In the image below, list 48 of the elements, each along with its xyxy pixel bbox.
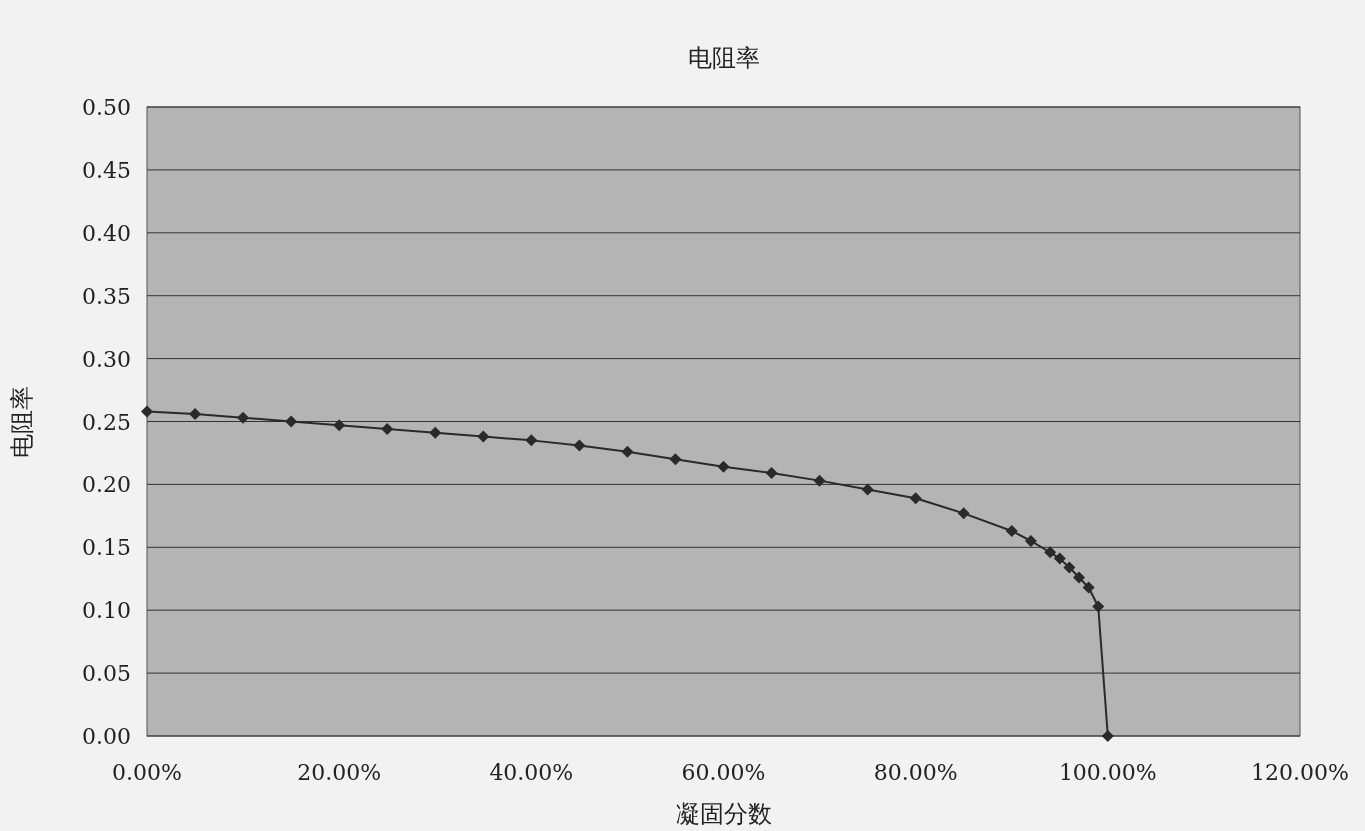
x-tick-label: 0.00%	[112, 760, 182, 785]
point	[813, 474, 826, 487]
point	[237, 411, 250, 424]
y-tick-label: 0.05	[82, 661, 131, 687]
y-tick-label: 0.50	[82, 95, 131, 120]
x-tick-label: 20.00%	[297, 760, 382, 785]
point	[1044, 546, 1057, 559]
point	[957, 507, 970, 520]
chart-title: 电阻率	[687, 44, 760, 72]
y-tick-label: 0.40	[82, 220, 131, 246]
point	[1024, 535, 1037, 548]
x-tick-label: 40.00%	[489, 760, 574, 785]
point	[141, 405, 153, 418]
point	[861, 483, 874, 496]
point	[429, 426, 442, 439]
y-tick-label: 0.45	[82, 157, 131, 183]
point	[1101, 730, 1114, 742]
y-tick-label: 0.30	[82, 346, 131, 372]
point	[381, 423, 394, 436]
y-tick-label: 0.35	[82, 283, 131, 309]
point	[669, 453, 682, 466]
point	[717, 460, 730, 473]
point	[285, 415, 298, 428]
point	[1082, 581, 1095, 594]
x-tick-label: 100.00%	[1058, 760, 1157, 785]
x-tick-label: 120.00%	[1251, 760, 1349, 785]
point	[333, 419, 346, 432]
point	[189, 407, 202, 420]
point	[573, 439, 586, 452]
point	[621, 445, 634, 458]
y-tick-label: 0.10	[82, 598, 131, 624]
y-axis-title: 电阻率	[8, 385, 36, 458]
point	[765, 467, 778, 480]
point	[909, 492, 922, 505]
y-tick-label: 0.15	[82, 535, 131, 561]
point	[1005, 524, 1018, 537]
y-tick-label: 0.25	[82, 409, 131, 435]
point	[477, 430, 490, 443]
point	[1092, 600, 1105, 613]
point	[1063, 561, 1076, 574]
x-tick-label: 80.00%	[873, 760, 958, 785]
point	[1053, 552, 1066, 565]
y-tick-label: 0.20	[82, 472, 131, 498]
x-tick-label: 60.00%	[681, 760, 766, 785]
point	[1073, 571, 1086, 584]
point	[525, 434, 538, 447]
x-axis-title: 凝固分数	[675, 800, 772, 828]
y-tick-label: 0.00	[82, 724, 131, 749]
